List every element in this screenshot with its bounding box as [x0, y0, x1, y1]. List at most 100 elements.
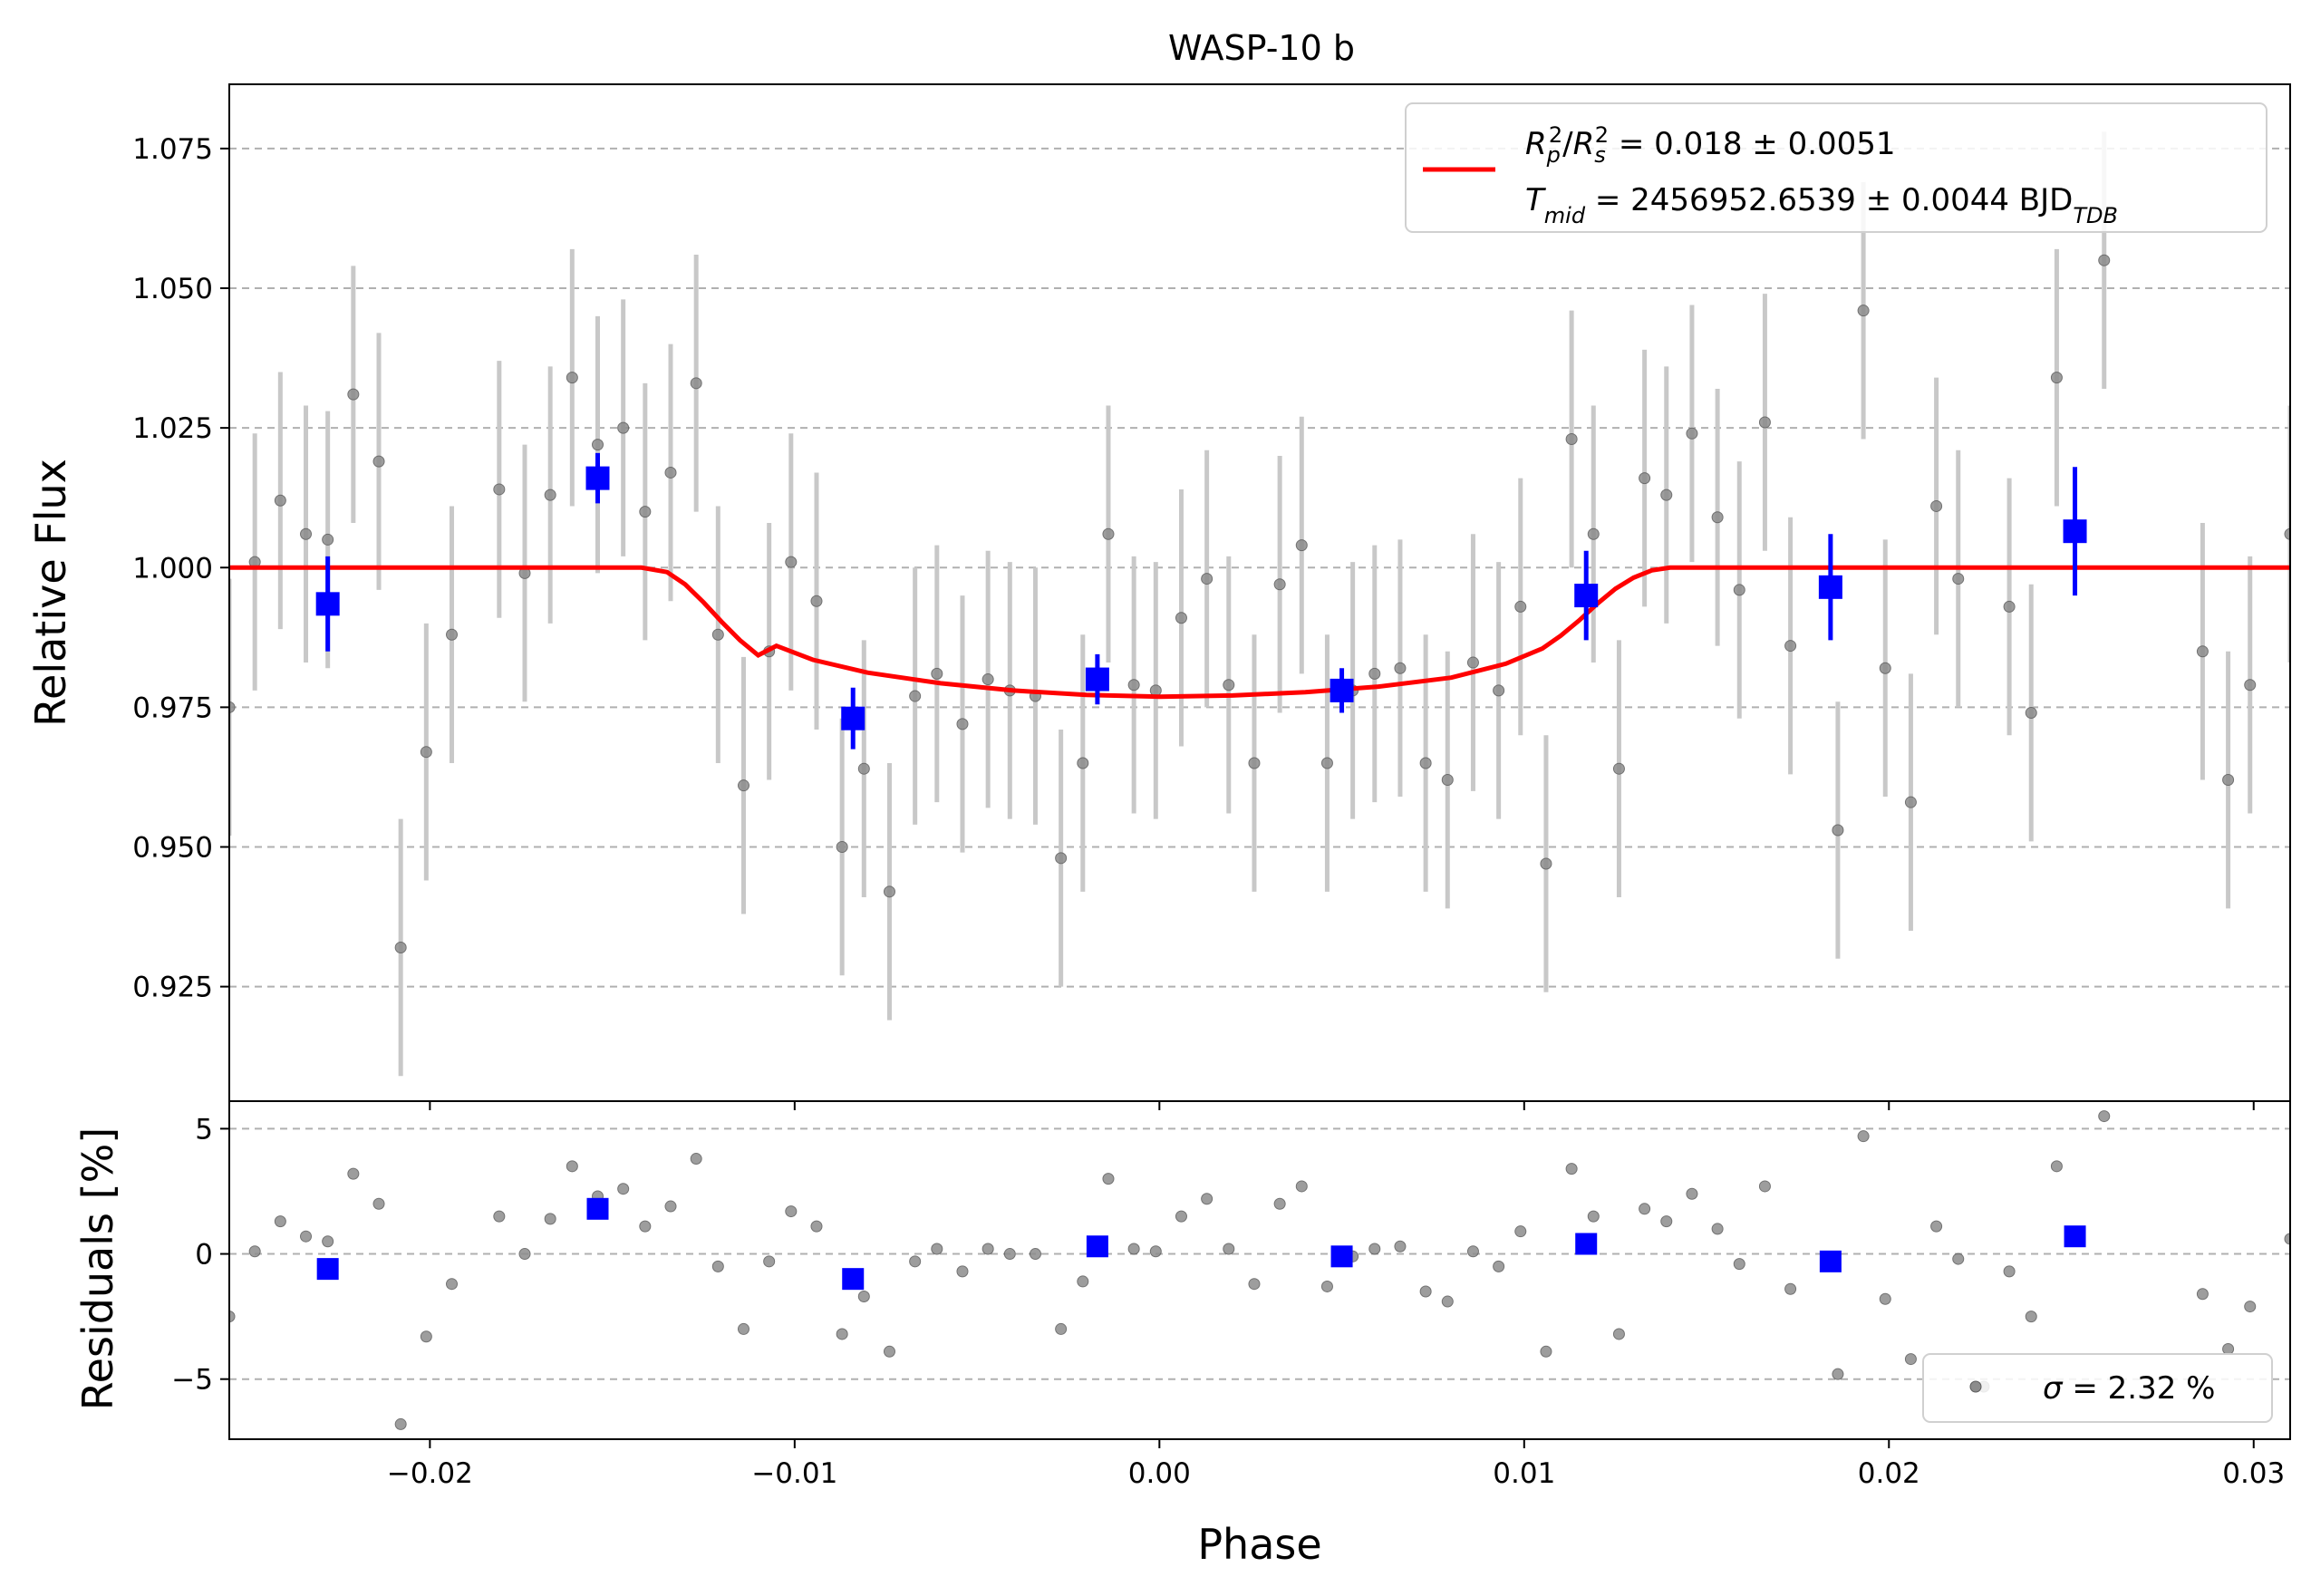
flux-point	[664, 466, 677, 479]
flux-point	[1394, 662, 1407, 674]
flux-point	[810, 595, 823, 607]
flux-point	[1248, 757, 1261, 769]
residual-point	[1320, 1280, 1333, 1292]
residual-point	[1102, 1173, 1115, 1185]
flux-point	[1441, 774, 1454, 787]
flux-point	[1686, 427, 1698, 440]
flux-point	[1077, 757, 1089, 769]
residual-point	[1832, 1368, 1844, 1380]
residual-point	[1857, 1130, 1870, 1143]
legend-sigma-text: σ = 2.32 %	[2043, 1370, 2215, 1407]
residual-point	[1952, 1253, 1965, 1265]
binned-point	[2063, 519, 2087, 544]
flux-point	[2222, 774, 2235, 787]
flux-y-tick-label: 1.025	[132, 412, 213, 445]
flux-y-axis-label: Relative Flux	[26, 459, 75, 727]
residuals-axes-frame	[228, 1100, 2291, 1440]
flux-point	[229, 701, 236, 713]
residual-point	[639, 1220, 652, 1233]
residual-point	[1295, 1180, 1308, 1193]
flux-x-ticks	[429, 1101, 2255, 1110]
flux-point	[1879, 662, 1891, 674]
flux-point	[931, 667, 943, 680]
flux-point	[1055, 852, 1068, 865]
flux-data-points	[229, 131, 2290, 1077]
flux-point	[1758, 416, 1771, 429]
flux-point	[1784, 640, 1797, 653]
residual-point	[857, 1291, 870, 1303]
residual-point	[1758, 1180, 1771, 1193]
flux-point	[1201, 573, 1214, 585]
flux-point	[1102, 527, 1115, 540]
residual-point	[1149, 1245, 1162, 1258]
flux-point	[347, 388, 360, 401]
residual-point	[956, 1265, 969, 1278]
flux-y-ticks: 0.925 0.950 0.975 1.000 1.025 1.050 1.075	[132, 133, 229, 1004]
residual-point	[1540, 1345, 1552, 1358]
x-tick-label: 0.00	[1128, 1457, 1191, 1490]
residual-binned-point	[1330, 1245, 1353, 1268]
chart-title: WASP-10 b	[1168, 28, 1355, 68]
x-tick-label: 0.02	[1858, 1457, 1920, 1490]
residuals-legend: σ = 2.32 %	[1922, 1353, 2273, 1423]
flux-point	[566, 372, 578, 384]
residual-binned-point	[2064, 1225, 2086, 1248]
residual-point	[1733, 1258, 1745, 1271]
flux-point	[2050, 372, 2063, 384]
residual-point	[711, 1260, 724, 1272]
flux-point	[639, 506, 652, 518]
residual-point	[566, 1160, 578, 1173]
binned-point	[1085, 667, 1109, 692]
residual-point	[1077, 1275, 1089, 1288]
residual-point	[347, 1167, 360, 1180]
flux-point	[372, 455, 385, 468]
residual-point	[322, 1235, 334, 1248]
residual-point	[1223, 1243, 1235, 1255]
x-tick-label: 0.01	[1493, 1457, 1555, 1490]
residual-points	[229, 1110, 2290, 1430]
flux-point	[883, 885, 895, 898]
flux-point	[981, 673, 994, 686]
residuals-panel: −5 0 5 −0.02 −0.01 0.00 0.01 0.02 0.03 Residual…	[73, 1100, 2291, 1569]
flux-point	[1493, 684, 1505, 697]
flux-point	[493, 483, 506, 496]
flux-point	[322, 533, 334, 546]
residual-binned-points	[316, 1197, 2086, 1291]
flux-legend: Rp2/Rs2 = 0.018 ± 0.0051 Tmid = 2456952.…	[1405, 102, 2267, 233]
residual-point	[2196, 1288, 2209, 1301]
x-tick-label: 0.03	[2222, 1457, 2285, 1490]
residual-point	[394, 1417, 407, 1430]
flux-point	[785, 556, 798, 568]
residuals-y-tick-label: 5	[195, 1113, 213, 1146]
flux-y-tick-label: 1.050	[132, 273, 213, 305]
flux-panel: 0.925 0.950 0.975 1.000 1.025 1.050 1.075 Rela…	[26, 83, 2291, 1110]
residual-point	[1055, 1322, 1068, 1335]
residual-point	[248, 1245, 261, 1258]
flux-point	[1127, 679, 1140, 692]
flux-point	[1565, 432, 1578, 445]
residual-binned-point	[586, 1197, 609, 1220]
flux-point	[2025, 707, 2037, 720]
flux-point	[300, 527, 313, 540]
flux-point	[1273, 578, 1286, 591]
residual-point	[1441, 1295, 1454, 1308]
flux-point	[1639, 472, 1651, 485]
residual-point	[2025, 1311, 2037, 1323]
residual-point	[1639, 1203, 1651, 1215]
flux-y-tick-label: 0.925	[132, 972, 213, 1004]
residual-binned-point	[842, 1268, 865, 1291]
residual-point	[1368, 1243, 1381, 1255]
residuals-y-ticks: −5 0 5	[171, 1113, 229, 1397]
residual-point	[1930, 1220, 1943, 1233]
residual-point	[836, 1328, 848, 1340]
residual-point	[1587, 1210, 1600, 1223]
residual-point	[420, 1330, 432, 1343]
flux-point	[1857, 305, 1870, 317]
flux-point	[544, 488, 556, 501]
residual-point	[1466, 1245, 1479, 1258]
flux-y-tick-label: 0.950	[132, 832, 213, 865]
residual-point	[664, 1200, 677, 1213]
residual-point	[446, 1278, 459, 1291]
flux-y-tick-label: 1.000	[132, 552, 213, 585]
